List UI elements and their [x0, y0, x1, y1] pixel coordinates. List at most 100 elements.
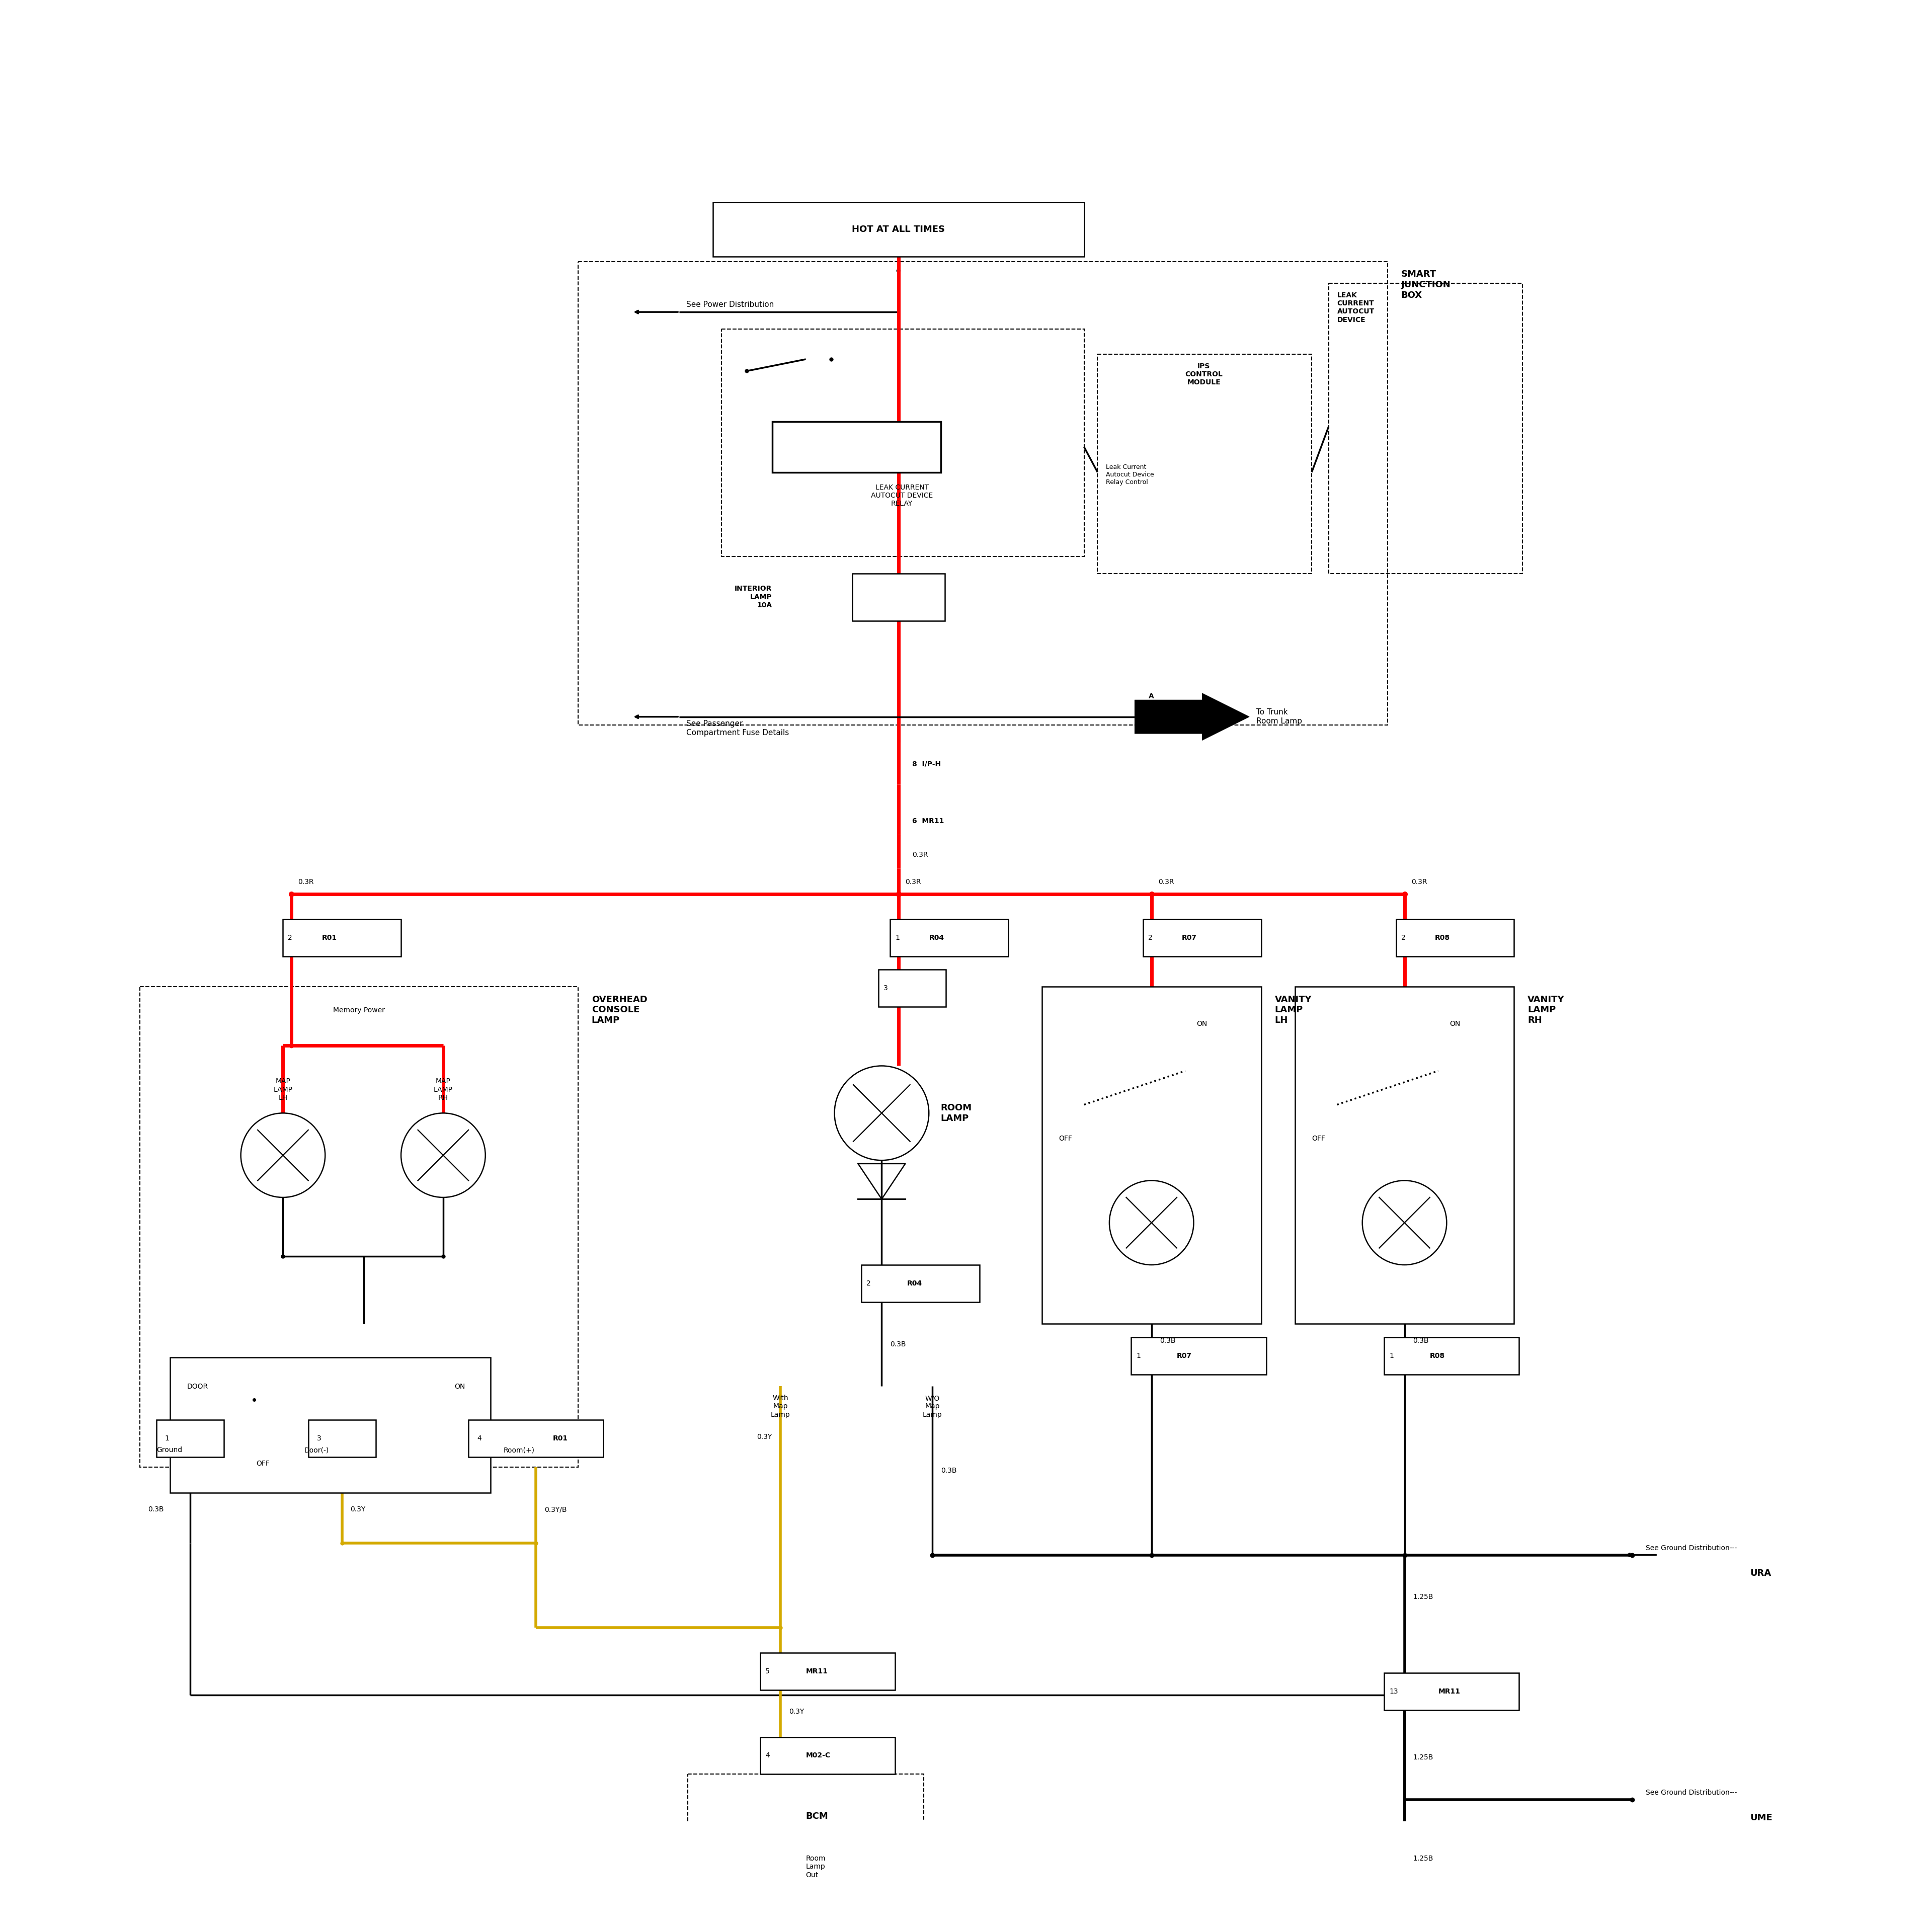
Bar	[721, 328, 1084, 556]
Text: OFF: OFF	[1312, 1134, 1325, 1142]
Text: 0.3B: 0.3B	[1412, 1337, 1430, 1345]
Bar	[578, 261, 1387, 725]
Text: 5: 5	[765, 1667, 769, 1675]
Text: VANITY
LAMP
RH: VANITY LAMP RH	[1528, 995, 1565, 1026]
Text: Memory Power: Memory Power	[332, 1007, 384, 1014]
Text: HOT AT ALL TIMES: HOT AT ALL TIMES	[852, 224, 945, 234]
Text: DOOR: DOOR	[187, 1383, 209, 1389]
Text: ON: ON	[454, 1383, 466, 1389]
Text: 0.3R: 0.3R	[298, 879, 315, 885]
Text: LEAK CURRENT
AUTOCUT DEVICE
RELAY: LEAK CURRENT AUTOCUT DEVICE RELAY	[871, 485, 933, 508]
Text: See Ground Distribution---: See Ground Distribution---	[1646, 1789, 1737, 1797]
Text: R08: R08	[1435, 935, 1451, 941]
Text: W/O
Map
Lamp: W/O Map Lamp	[922, 1395, 943, 1418]
Bar	[468, 1420, 603, 1457]
Text: 0.3B: 0.3B	[941, 1466, 956, 1474]
Bar	[862, 1265, 980, 1302]
Text: 0.3R: 0.3R	[1410, 879, 1428, 885]
Text: 0.3R: 0.3R	[1159, 879, 1175, 885]
Bar	[1397, 920, 1515, 956]
Text: ON: ON	[1196, 1020, 1208, 1028]
Text: 0.3Y: 0.3Y	[788, 1708, 804, 1716]
Text: OVERHEAD
CONSOLE
LAMP: OVERHEAD CONSOLE LAMP	[591, 995, 647, 1026]
Text: 3: 3	[317, 1435, 321, 1441]
Text: 1.25B: 1.25B	[1412, 1594, 1434, 1600]
Text: Ground: Ground	[156, 1447, 182, 1453]
Bar	[713, 203, 1084, 257]
Bar	[170, 1358, 491, 1493]
Text: With
Map
Lamp: With Map Lamp	[771, 1395, 790, 1418]
Bar	[852, 574, 945, 620]
Bar	[1132, 1337, 1265, 1374]
Circle shape	[1362, 1180, 1447, 1265]
Text: R04: R04	[929, 935, 945, 941]
Text: Room(+): Room(+)	[504, 1447, 535, 1453]
Text: 2: 2	[1148, 935, 1153, 941]
Text: 0.3Y: 0.3Y	[350, 1505, 365, 1513]
Text: INTERIOR
LAMP
10A: INTERIOR LAMP 10A	[734, 585, 773, 609]
Text: R01: R01	[323, 935, 336, 941]
Text: Leak Current
Autocut Device
Relay Control: Leak Current Autocut Device Relay Contro…	[1105, 464, 1153, 485]
Text: OFF: OFF	[1059, 1134, 1072, 1142]
Text: 0.3R: 0.3R	[912, 852, 927, 858]
Text: 2: 2	[866, 1279, 871, 1287]
Text: R07: R07	[1182, 935, 1198, 941]
Text: 0.3Y/B: 0.3Y/B	[545, 1505, 566, 1513]
Text: R08: R08	[1430, 1352, 1445, 1360]
Bar	[1041, 987, 1262, 1323]
Text: MR11: MR11	[806, 1667, 829, 1675]
Text: OFF: OFF	[255, 1461, 269, 1466]
Text: ROOM
LAMP: ROOM LAMP	[941, 1103, 972, 1122]
Text: 0.3R: 0.3R	[906, 879, 922, 885]
Text: 0.3Y: 0.3Y	[757, 1434, 773, 1441]
Text: MAP
LAMP
LH: MAP LAMP LH	[274, 1078, 292, 1101]
Text: Room
Lamp
Out: Room Lamp Out	[806, 1855, 825, 1878]
Text: To Trunk
Room Lamp: To Trunk Room Lamp	[1256, 709, 1302, 725]
Text: Door(-): Door(-)	[305, 1447, 328, 1453]
Text: 0.3B: 0.3B	[149, 1505, 164, 1513]
Text: 1: 1	[164, 1435, 170, 1441]
Bar	[761, 1652, 895, 1691]
Text: IPS
CONTROL
MODULE: IPS CONTROL MODULE	[1184, 363, 1223, 386]
Text: VANITY
LAMP
LH: VANITY LAMP LH	[1275, 995, 1312, 1026]
Bar	[773, 421, 941, 471]
Text: LEAK
CURRENT
AUTOCUT
DEVICE: LEAK CURRENT AUTOCUT DEVICE	[1337, 292, 1374, 323]
Text: See Power Distribution: See Power Distribution	[686, 301, 773, 309]
Text: R04: R04	[906, 1279, 922, 1287]
Bar	[1294, 987, 1515, 1323]
Text: 1: 1	[895, 935, 900, 941]
Text: M02-C: M02-C	[806, 1752, 831, 1760]
Text: 8  I/P-H: 8 I/P-H	[912, 761, 941, 767]
Text: See Ground Distribution---: See Ground Distribution---	[1646, 1544, 1737, 1551]
Bar	[1097, 354, 1312, 574]
Text: 1: 1	[1389, 1352, 1393, 1360]
Bar	[688, 1774, 923, 1909]
Text: 0.3B: 0.3B	[1159, 1337, 1177, 1345]
Bar	[156, 1420, 224, 1457]
Text: 13: 13	[1389, 1689, 1399, 1694]
Circle shape	[242, 1113, 325, 1198]
Bar	[891, 920, 1009, 956]
Text: 6  MR11: 6 MR11	[912, 817, 945, 825]
Text: A: A	[1150, 694, 1153, 699]
Bar	[1383, 1673, 1519, 1710]
Text: 2: 2	[1401, 935, 1405, 941]
Bar	[1383, 1337, 1519, 1374]
Bar	[1144, 920, 1262, 956]
Text: 0.3B: 0.3B	[891, 1341, 906, 1349]
Bar	[139, 987, 578, 1466]
Circle shape	[1109, 1180, 1194, 1265]
Text: See Passenger
Compartment Fuse Details: See Passenger Compartment Fuse Details	[686, 721, 788, 736]
Text: SMART
JUNCTION
BOX: SMART JUNCTION BOX	[1401, 270, 1451, 299]
Text: ON: ON	[1449, 1020, 1461, 1028]
Text: 2: 2	[288, 935, 292, 941]
Bar	[761, 1737, 895, 1774]
Bar	[282, 920, 402, 956]
Bar	[879, 970, 947, 1007]
Text: MAP
LAMP
RH: MAP LAMP RH	[433, 1078, 452, 1101]
Circle shape	[402, 1113, 485, 1198]
Text: URA: URA	[1750, 1569, 1772, 1578]
Text: 3: 3	[883, 985, 889, 991]
Text: MR11: MR11	[1437, 1689, 1461, 1694]
Bar	[1329, 284, 1522, 574]
